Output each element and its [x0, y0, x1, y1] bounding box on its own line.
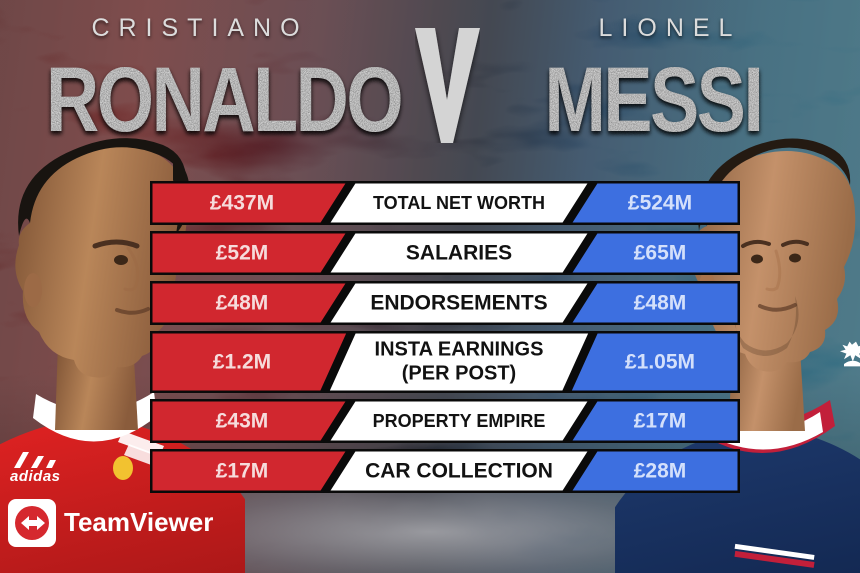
svg-text:£28M: £28M	[634, 460, 687, 483]
svg-text:TOTAL NET WORTH: TOTAL NET WORTH	[373, 193, 545, 213]
svg-text:£17M: £17M	[216, 460, 269, 483]
svg-text:£1.05M: £1.05M	[625, 351, 695, 374]
svg-text:£1.2M: £1.2M	[213, 351, 271, 374]
svg-text:£524M: £524M	[628, 192, 692, 215]
svg-text:ENDORSEMENTS: ENDORSEMENTS	[370, 292, 547, 315]
svg-text:£48M: £48M	[216, 292, 269, 315]
svg-text:INSTA EARNINGS: INSTA EARNINGS	[375, 338, 544, 360]
svg-text:£48M: £48M	[634, 292, 687, 315]
svg-text:(PER POST): (PER POST)	[402, 362, 516, 384]
svg-text:CAR COLLECTION: CAR COLLECTION	[365, 460, 553, 483]
svg-text:PROPERTY EMPIRE: PROPERTY EMPIRE	[373, 411, 546, 431]
svg-text:£437M: £437M	[210, 192, 274, 215]
svg-text:£17M: £17M	[634, 410, 687, 433]
svg-text:£43M: £43M	[216, 410, 269, 433]
svg-text:SALARIES: SALARIES	[406, 242, 512, 265]
svg-text:£65M: £65M	[634, 242, 687, 265]
svg-text:£52M: £52M	[216, 242, 269, 265]
svg-text:adidas: adidas	[10, 468, 61, 484]
